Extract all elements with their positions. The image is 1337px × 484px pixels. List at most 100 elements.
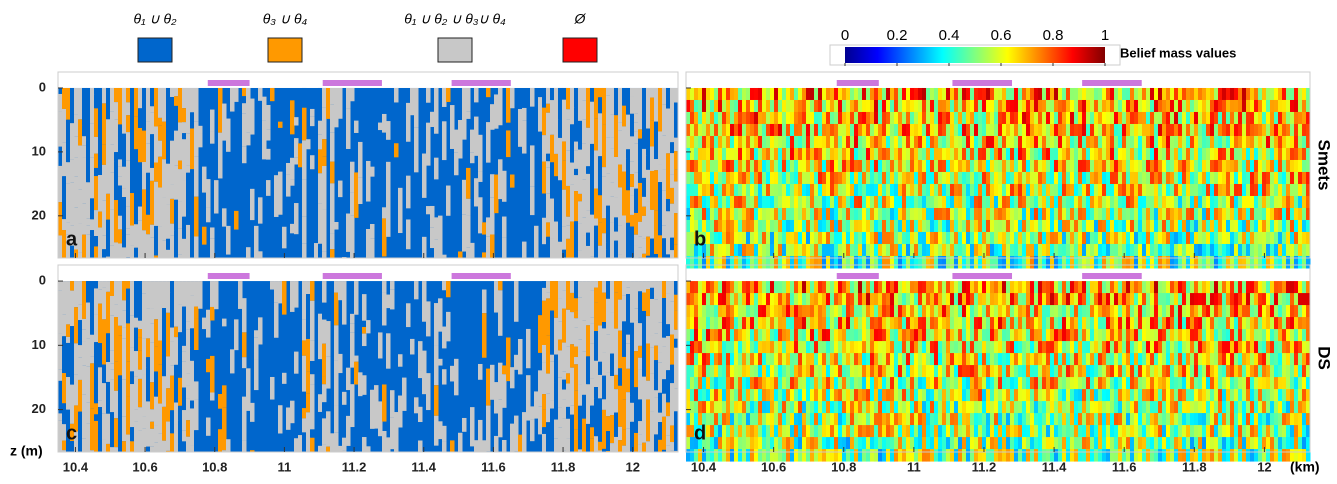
texture <box>742 100 747 113</box>
texture <box>982 160 987 173</box>
texture <box>1126 208 1131 221</box>
texture <box>1062 220 1067 233</box>
texture <box>746 208 751 221</box>
texture <box>1082 184 1087 197</box>
texture <box>594 436 599 452</box>
texture <box>730 124 735 136</box>
texture <box>78 119 83 145</box>
texture <box>906 317 911 330</box>
texture <box>1226 112 1231 125</box>
texture <box>998 208 1003 221</box>
texture <box>830 305 835 318</box>
texture <box>982 353 987 366</box>
texture <box>638 236 643 247</box>
texture <box>830 365 835 378</box>
texture <box>954 425 959 438</box>
texture <box>882 389 887 402</box>
texture <box>82 88 87 126</box>
texture <box>414 88 419 128</box>
x-tick-label: 11.4 <box>411 459 436 474</box>
texture <box>1098 112 1103 125</box>
texture <box>754 232 759 245</box>
texture <box>842 281 847 294</box>
texture <box>226 119 231 152</box>
texture <box>718 148 723 161</box>
texture <box>862 293 867 306</box>
texture <box>854 293 859 306</box>
texture <box>890 281 895 294</box>
texture <box>942 124 947 136</box>
texture <box>886 389 891 402</box>
texture <box>778 353 783 366</box>
texture <box>1130 148 1135 161</box>
texture <box>218 394 223 409</box>
texture <box>878 184 883 197</box>
texture <box>1286 100 1291 113</box>
texture <box>166 356 171 388</box>
texture <box>1270 124 1275 136</box>
texture <box>558 120 563 138</box>
texture <box>1070 112 1075 125</box>
texture <box>214 180 219 213</box>
texture <box>974 148 979 161</box>
texture <box>798 389 803 402</box>
texture <box>854 401 859 414</box>
texture <box>930 208 935 221</box>
texture <box>426 88 431 103</box>
texture <box>1118 208 1123 221</box>
texture <box>730 329 735 342</box>
texture <box>642 139 647 149</box>
texture <box>758 196 763 209</box>
texture <box>638 183 643 222</box>
texture <box>202 318 207 329</box>
texture <box>1202 172 1207 185</box>
texture <box>778 401 783 414</box>
texture <box>1086 124 1091 136</box>
texture <box>1086 244 1091 256</box>
texture <box>210 392 215 400</box>
texture <box>310 429 315 437</box>
texture <box>310 438 315 452</box>
texture <box>1290 220 1295 233</box>
texture <box>94 246 99 257</box>
texture <box>950 341 955 354</box>
texture <box>450 440 455 452</box>
texture <box>1034 196 1039 209</box>
texture <box>1174 244 1179 256</box>
texture <box>762 281 767 294</box>
texture <box>154 397 159 403</box>
texture <box>574 191 579 221</box>
texture <box>1186 172 1191 185</box>
texture <box>634 132 639 144</box>
texture <box>670 365 675 383</box>
texture <box>854 389 859 402</box>
texture <box>942 317 947 330</box>
texture <box>650 120 655 146</box>
texture <box>886 136 891 149</box>
texture <box>1250 136 1255 149</box>
texture <box>1030 100 1035 113</box>
texture <box>582 217 587 236</box>
texture <box>982 88 987 101</box>
texture <box>806 377 811 390</box>
texture <box>1134 232 1139 245</box>
texture <box>82 342 87 366</box>
texture <box>482 222 487 234</box>
texture <box>998 148 1003 161</box>
texture <box>522 412 527 452</box>
texture <box>890 172 895 185</box>
texture <box>734 244 739 256</box>
texture <box>206 208 211 222</box>
texture <box>658 413 663 422</box>
texture <box>918 401 923 414</box>
texture <box>862 401 867 414</box>
texture <box>1238 184 1243 197</box>
texture <box>78 253 83 258</box>
texture <box>1298 184 1303 197</box>
texture <box>1106 160 1111 173</box>
texture <box>878 244 883 256</box>
texture <box>718 449 723 462</box>
texture <box>1286 148 1291 161</box>
texture <box>1222 244 1227 256</box>
texture <box>734 136 739 149</box>
